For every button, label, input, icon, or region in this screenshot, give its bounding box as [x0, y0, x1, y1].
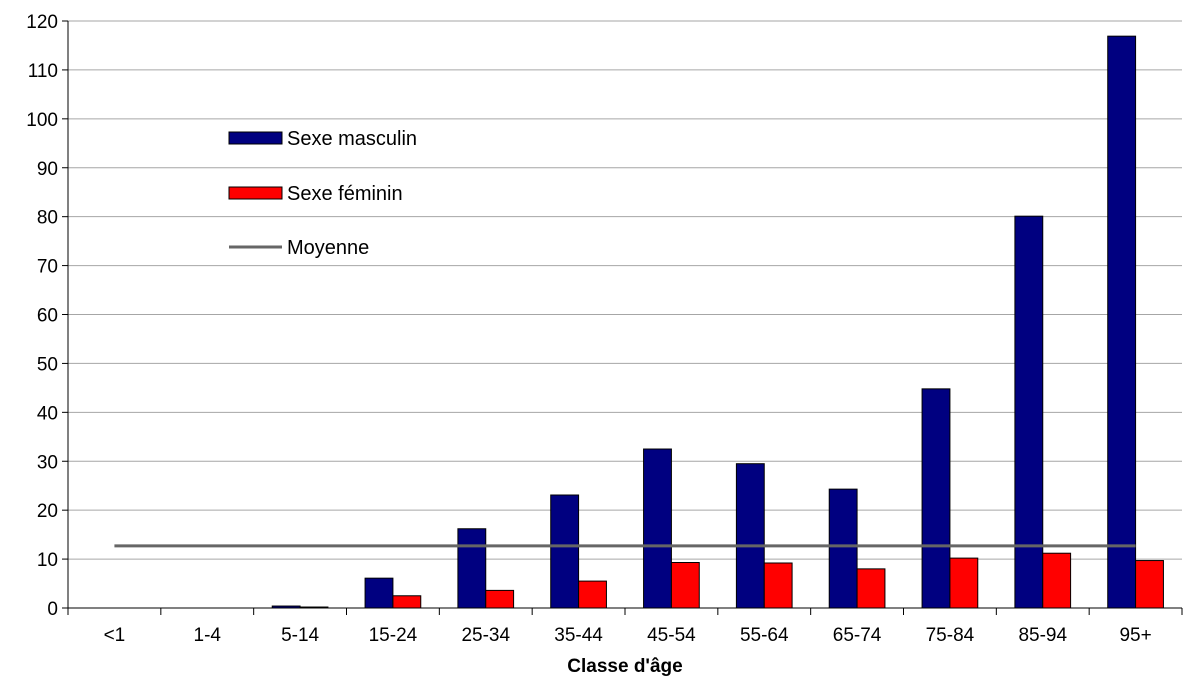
bar-male: [828, 488, 858, 609]
bar-male: [1014, 215, 1044, 609]
x-tick-label: 65-74: [833, 625, 882, 646]
y-tick-label: 10: [37, 550, 58, 571]
x-tick-label: 55-64: [740, 625, 789, 646]
x-axis-title: Classe d'âge: [567, 656, 682, 677]
x-tick-label: 45-54: [647, 625, 696, 646]
bar-female: [299, 606, 329, 609]
bar-male: [1107, 35, 1137, 609]
x-tick-label: 5-14: [281, 625, 319, 646]
bar-male: [921, 388, 951, 609]
y-tick-label: 110: [28, 61, 58, 82]
y-tick-label: 30: [37, 452, 58, 473]
bar-male: [550, 494, 580, 609]
bars: [271, 35, 1164, 609]
legend-label: Moyenne: [287, 237, 369, 259]
y-tick-label: 20: [37, 501, 58, 522]
x-axis: <1 1-4 5-14 15-24 25-34 35-44 45-54 55-64 65-74 7…: [67, 607, 1183, 646]
legend-swatch: [228, 186, 283, 200]
x-tick-label: 95+: [1119, 625, 1151, 646]
bar-male: [457, 528, 487, 609]
bar-female: [578, 580, 607, 609]
bar-female: [670, 562, 700, 609]
y-tick-label: 120: [26, 12, 58, 33]
x-tick-label: 15-24: [369, 625, 418, 646]
bar-female: [485, 589, 515, 609]
y-tick-label: 80: [37, 208, 58, 229]
y-tick-label: 60: [37, 306, 58, 327]
bar-male: [735, 463, 765, 609]
y-tick-label: 40: [37, 403, 58, 424]
legend-swatch: [228, 131, 283, 145]
bar-female: [392, 595, 422, 609]
bar-female: [1135, 560, 1164, 609]
grid-lines: [68, 20, 1182, 560]
x-tick-label: 75-84: [926, 625, 975, 646]
bar-female: [1042, 552, 1072, 609]
y-axis: 0 10 20 30 40 50 60 70 80 90 100 110 120: [26, 12, 69, 620]
x-tick-label: <1: [104, 625, 126, 646]
bar-female: [949, 557, 979, 609]
bar-male: [643, 448, 672, 609]
bar-male: [364, 577, 394, 609]
x-tick-label: 25-34: [461, 625, 510, 646]
bar-female: [856, 568, 886, 609]
bar-female: [763, 562, 793, 609]
x-tick-label: 35-44: [554, 625, 603, 646]
y-tick-label: 100: [26, 110, 58, 131]
bar-male: [271, 605, 301, 609]
x-tick-label: 85-94: [1018, 625, 1067, 646]
y-tick-label: 0: [47, 599, 58, 620]
legend: Sexe masculin Sexe féminin Moyenne: [228, 128, 417, 259]
y-tick-label: 50: [37, 354, 58, 375]
x-tick-label: 1-4: [194, 625, 222, 646]
y-tick-label: 90: [37, 159, 58, 180]
legend-label: Sexe féminin: [287, 183, 403, 205]
legend-label: Sexe masculin: [287, 128, 417, 150]
y-tick-label: 70: [37, 257, 58, 278]
